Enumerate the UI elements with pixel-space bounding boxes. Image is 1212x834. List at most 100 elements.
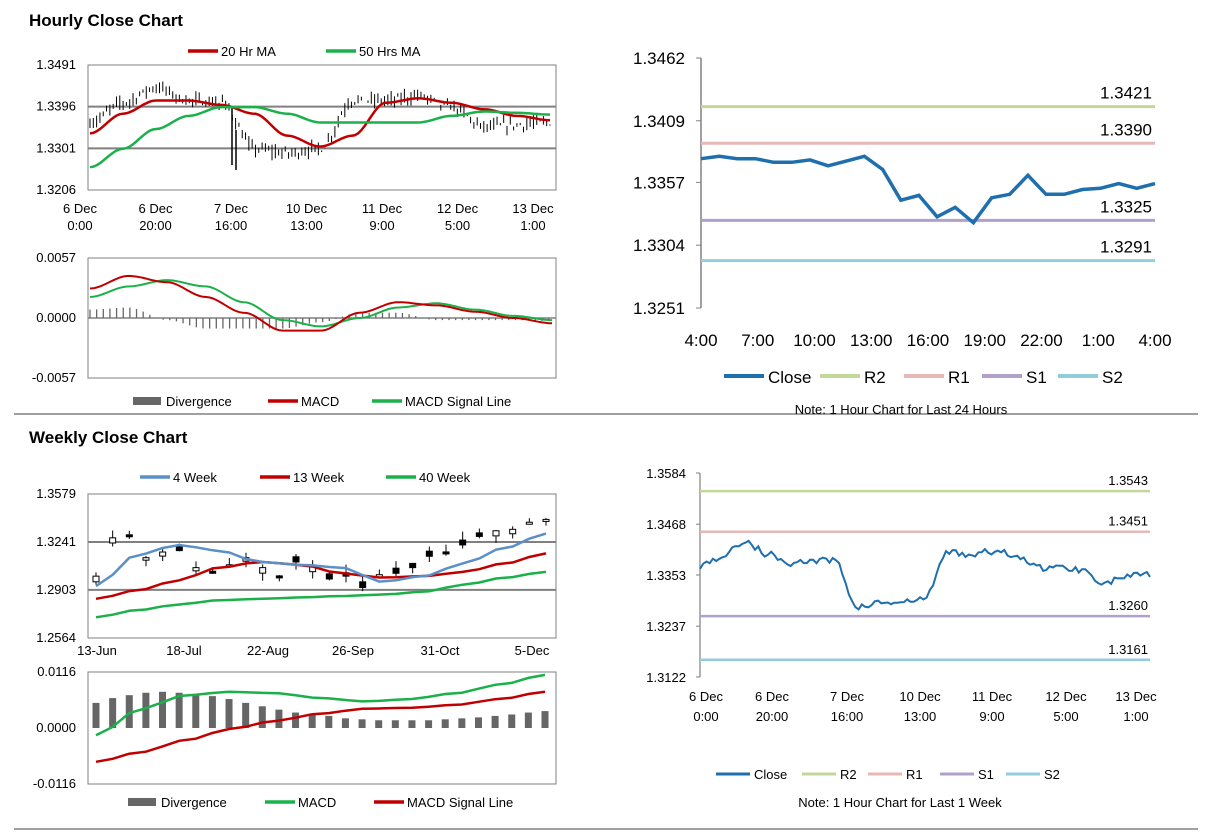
y-tick-label: 1.3396: [36, 99, 76, 114]
y-tick-label: 1.2564: [36, 630, 76, 645]
candle-body: [492, 530, 500, 537]
level-label-s1: 1.3325: [1100, 197, 1152, 216]
divergence-bar: [508, 714, 516, 728]
divergence-bar: [159, 691, 167, 728]
x-tick-label: 6 Dec: [755, 689, 789, 704]
divergence-bar: [458, 718, 466, 728]
x-tick-label: 10 Dec: [899, 689, 941, 704]
divergence-bars: [92, 691, 549, 728]
divergence-bar: [441, 719, 449, 728]
y-tick-label: 1.3584: [646, 466, 686, 481]
x-tick-label: 16:00: [831, 709, 864, 724]
legend: Divergence MACD MACD Signal Line: [133, 394, 511, 409]
x-tick-label: 18-Jul: [166, 643, 202, 658]
weekly-section-title: Weekly Close Chart: [29, 428, 188, 447]
x-tick-label: 13 Dec: [512, 201, 554, 216]
x-tick-label: 9:00: [369, 218, 394, 233]
candle-body: [425, 550, 433, 557]
legend-r2-label: R2: [864, 368, 886, 387]
divergence-bar: [175, 692, 183, 728]
y-tick-label: 0.0000: [36, 310, 76, 325]
series-20hr-ma: [89, 97, 551, 148]
candle-body: [525, 521, 533, 525]
candle-body: [125, 534, 133, 538]
y-tick-label: 1.3304: [633, 236, 685, 255]
legend-20hr-ma-label: 20 Hr MA: [221, 44, 276, 59]
legend: 4 Week 13 Week 40 Week: [140, 470, 471, 485]
level-label-s1: 1.3260: [1108, 598, 1148, 613]
x-tick-label: 13-Jun: [77, 643, 117, 658]
series-40-week: [95, 570, 547, 619]
divergence-bar: [292, 712, 300, 728]
x-tick-label: 1:00: [1123, 709, 1148, 724]
candle-body: [359, 581, 367, 588]
legend-r2-label: R2: [840, 767, 857, 782]
y-tick-label: 1.3122: [646, 670, 686, 685]
x-tick-label: 20:00: [139, 218, 172, 233]
x-tick-label: 11 Dec: [972, 689, 1013, 704]
divergence-bar: [541, 711, 549, 728]
x-tick-label: 13:00: [904, 709, 937, 724]
hourly-price-chart: 1.3491 1.3396 1.3301 1.3206 6 Dec 0:00 6 Dec 20…: [36, 44, 557, 233]
legend: Divergence MACD MACD Signal Line: [128, 795, 513, 810]
hourly-section-title: Hourly Close Chart: [29, 11, 183, 30]
x-tick-label: 5-Dec: [515, 643, 550, 658]
x-tick-label: 12 Dec: [437, 201, 479, 216]
candle-body: [92, 575, 100, 583]
chart-note: Note: 1 Hour Chart for Last 24 Hours: [795, 402, 1008, 417]
x-tick-label: 6 Dec: [139, 201, 173, 216]
x-tick-label: 20:00: [756, 709, 789, 724]
y-tick-label: 1.3206: [36, 182, 76, 197]
x-tick-label: 19:00: [963, 331, 1006, 350]
x-tick-label: 11 Dec: [362, 201, 403, 216]
x-tick-label: 31-Oct: [420, 643, 459, 658]
divergence-bar: [325, 715, 333, 728]
x-tick-label: 22:00: [1020, 331, 1063, 350]
divergence-bar: [474, 717, 482, 728]
plot-frame: [87, 493, 557, 639]
legend-s2-label: S2: [1044, 767, 1060, 782]
x-tick-label: 12 Dec: [1045, 689, 1087, 704]
y-tick-label: 1.3251: [633, 299, 685, 318]
series-close: [699, 539, 1151, 611]
x-tick-label: 7 Dec: [214, 201, 248, 216]
x-tick-label: 4:00: [684, 331, 717, 350]
candle-body: [475, 532, 483, 537]
legend: 20 Hr MA 50 Hrs MA: [188, 44, 421, 59]
legend-r1-label: R1: [906, 767, 923, 782]
x-tick-label: 16:00: [215, 218, 248, 233]
series-close: [700, 154, 1156, 226]
candle-body: [175, 546, 183, 552]
candles: [92, 517, 550, 592]
level-label-r2: 1.3543: [1108, 473, 1148, 488]
candle-body: [192, 567, 200, 572]
y-tick-label: 0.0000: [36, 720, 76, 735]
x-tick-label: 1:00: [1082, 331, 1115, 350]
x-tick-label: 7:00: [741, 331, 774, 350]
candle-body: [542, 518, 550, 522]
candle-body: [442, 551, 450, 555]
y-tick-label: 1.3462: [633, 49, 685, 68]
legend-divergence-label: Divergence: [166, 394, 232, 409]
x-tick-label: 9:00: [979, 709, 1004, 724]
divergence-bar: [375, 720, 383, 728]
divergence-bar: [208, 696, 216, 728]
x-tick-label: 7 Dec: [830, 689, 864, 704]
divergence-bar: [425, 720, 433, 728]
chart-note: Note: 1 Hour Chart for Last 1 Week: [798, 795, 1002, 810]
y-tick-label: 1.3241: [36, 534, 76, 549]
divergence-bar: [125, 695, 133, 728]
divergence-bar: [358, 719, 366, 728]
x-tick-label: 16:00: [907, 331, 950, 350]
candle-body: [259, 567, 267, 574]
series-macd-signal-line: [95, 690, 546, 764]
candle-body: [142, 557, 150, 561]
y-tick-label: 1.3409: [633, 112, 685, 131]
divergence-bar: [391, 720, 399, 728]
legend-divergence-label: Divergence: [161, 795, 227, 810]
legend-s1-label: S1: [978, 767, 994, 782]
x-tick-label: 13:00: [290, 218, 323, 233]
candle-body: [409, 562, 417, 569]
series-13-week: [95, 552, 547, 601]
